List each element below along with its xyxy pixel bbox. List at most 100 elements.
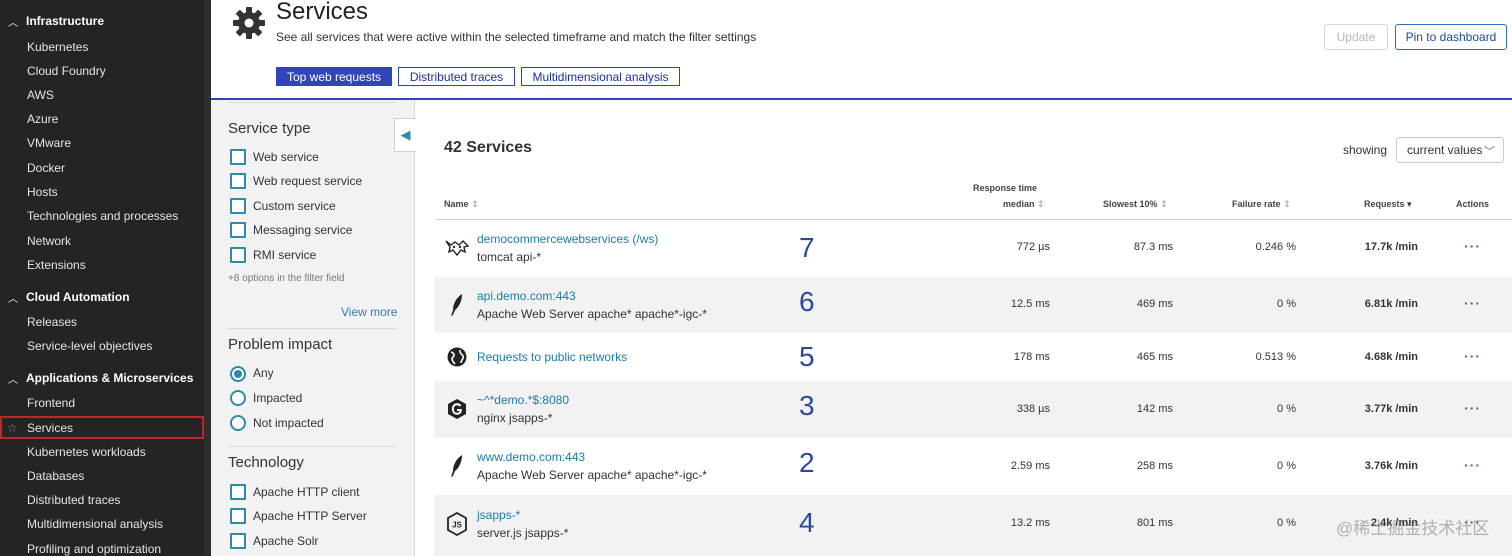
more-actions-icon[interactable]: ··· [1464,400,1481,416]
star-icon[interactable]: ☆ [7,420,18,435]
nav-item-kubernetes[interactable]: Kubernetes [27,40,89,54]
checkbox-apache-http-client[interactable] [230,484,246,500]
apache-feather-icon [445,293,469,317]
checkbox-label[interactable]: Apache Solr [253,534,319,548]
slowest-value: 801 ms [1136,517,1173,529]
failure-rate-value: 0 % [1277,403,1296,415]
tab-top-web-requests[interactable]: Top web requests [276,67,392,86]
checkbox-web-service[interactable] [230,149,246,165]
nav-item-vmware[interactable]: VMware [27,136,72,150]
chevron-up-icon: ︿ [8,17,18,29]
tab-distributed-traces[interactable]: Distributed traces [398,67,515,86]
svg-text:JS: JS [452,521,462,530]
column-header-response-time[interactable]: Response time [972,183,1037,193]
service-name-link[interactable]: democommercewebservices (/ws) [477,232,659,246]
column-header-name[interactable]: Name ⇕ [444,199,479,210]
nav-item-hosts[interactable]: Hosts [27,185,58,199]
services-count-title: 42 Services [444,139,533,156]
nav-item-label: Services [27,420,74,435]
radio-any[interactable] [230,366,246,382]
sort-desc-icon: ▾ [1407,199,1412,209]
nodejs-icon: JS [445,512,469,536]
view-more-link[interactable]: View more [341,305,398,319]
nav-item-network[interactable]: Network [27,234,72,248]
table-header-divider [436,219,1512,220]
slowest-value: 142 ms [1136,403,1173,415]
more-actions-icon[interactable]: ··· [1464,295,1481,311]
nav-item-profiling[interactable]: Profiling and optimization [27,542,162,556]
checkbox-rmi-service[interactable] [230,247,246,263]
nav-item-services[interactable]: ☆ Services [0,416,204,439]
update-button[interactable]: Update [1324,24,1388,50]
checkbox-label[interactable]: Apache HTTP Server [253,509,367,523]
column-header-failure-rate[interactable]: Failure rate ⇕ [1232,199,1291,210]
table-row[interactable]: api.demo.com:443 Apache Web Server apach… [434,277,1512,333]
nav-item-docker[interactable]: Docker [27,161,66,175]
nav-section-infrastructure[interactable]: ︿ Infrastructure [0,10,204,32]
nav-item-multidimensional-analysis[interactable]: Multidimensional analysis [27,517,164,531]
nav-item-distributed-traces[interactable]: Distributed traces [27,493,121,507]
column-header-median[interactable]: median ⇕ [1003,199,1045,210]
nav-item-databases[interactable]: Databases [27,469,85,483]
checkbox-custom-service[interactable] [230,198,246,214]
column-label: Slowest 10% [1103,199,1158,209]
nav-scrollbar[interactable] [204,0,211,556]
nav-item-releases[interactable]: Releases [27,315,78,329]
table-row[interactable]: Requests to public networks 5 178 ms 465… [434,333,1512,381]
service-name-link[interactable]: ~^*demo.*$:8080 [477,393,570,407]
radio-impacted[interactable] [230,390,246,406]
more-actions-icon[interactable]: ··· [1464,238,1481,254]
service-name-link[interactable]: jsapps-* [477,508,521,522]
checkbox-label[interactable]: Custom service [253,199,336,213]
nav-item-frontend[interactable]: Frontend [27,396,76,410]
chevron-up-icon: ︿ [8,293,18,305]
tab-multidimensional-analysis[interactable]: Multidimensional analysis [521,67,680,86]
requests-value: 6.81k /min [1364,298,1418,310]
nav-item-kubernetes-workloads[interactable]: Kubernetes workloads [27,445,146,459]
service-technology: tomcat api-* [477,250,542,264]
showing-select[interactable]: current values ﹀ [1396,137,1504,163]
median-value: 338 µs [1016,403,1050,415]
radio-label[interactable]: Any [253,366,274,380]
service-name-link[interactable]: Requests to public networks [477,350,628,364]
checkbox-label[interactable]: Web request service [253,174,363,188]
nav-section-cloud-automation[interactable]: ︿ Cloud Automation [0,286,204,308]
showing-label: showing [1343,143,1388,157]
nav-item-aws[interactable]: AWS [27,88,54,102]
radio-label[interactable]: Impacted [253,391,303,405]
table-row[interactable]: ~^*demo.*$:8080 nginx jsapps-* 3 338 µs … [434,381,1512,438]
table-row[interactable]: democommercewebservices (/ws) tomcat api… [434,220,1512,277]
nav-section-applications[interactable]: ︿ Applications & Microservices [0,367,204,389]
rank-number: 6 [799,286,815,317]
column-header-requests[interactable]: Requests ▾ [1364,199,1412,210]
pin-to-dashboard-button[interactable]: Pin to dashboard [1395,24,1507,50]
collapse-filter-button[interactable]: ◀ [394,118,416,152]
checkbox-apache-http-server[interactable] [230,508,246,524]
radio-label[interactable]: Not impacted [253,416,324,430]
checkbox-apache-solr[interactable] [230,533,246,549]
more-actions-icon[interactable]: ··· [1464,348,1481,364]
nav-item-slo[interactable]: Service-level objectives [27,339,153,353]
tomcat-icon [445,236,469,260]
service-name-link[interactable]: api.demo.com:443 [477,289,576,303]
median-value: 13.2 ms [1010,517,1050,529]
nav-item-extensions[interactable]: Extensions [27,258,86,272]
nav-item-technologies[interactable]: Technologies and processes [27,209,179,223]
table-row[interactable]: JS jsapps-* server.js jsapps-* 4 13.2 ms… [434,495,1512,556]
filter-divider [228,328,396,329]
more-actions-icon[interactable]: ··· [1464,514,1481,530]
checkbox-label[interactable]: Web service [253,150,319,164]
checkbox-label[interactable]: RMI service [253,248,317,262]
column-header-slowest[interactable]: Slowest 10% ⇕ [1103,199,1168,210]
checkbox-label[interactable]: Apache HTTP client [253,485,360,499]
table-row[interactable]: www.demo.com:443 Apache Web Server apach… [434,438,1512,495]
checkbox-web-request-service[interactable] [230,173,246,189]
nav-section-label: Applications & Microservices [26,371,194,385]
checkbox-messaging-service[interactable] [230,222,246,238]
radio-not-impacted[interactable] [230,415,246,431]
checkbox-label[interactable]: Messaging service [253,223,353,237]
more-actions-icon[interactable]: ··· [1464,457,1481,473]
nav-item-cloud-foundry[interactable]: Cloud Foundry [27,64,106,78]
service-name-link[interactable]: www.demo.com:443 [477,450,586,464]
nav-item-azure[interactable]: Azure [27,112,59,126]
